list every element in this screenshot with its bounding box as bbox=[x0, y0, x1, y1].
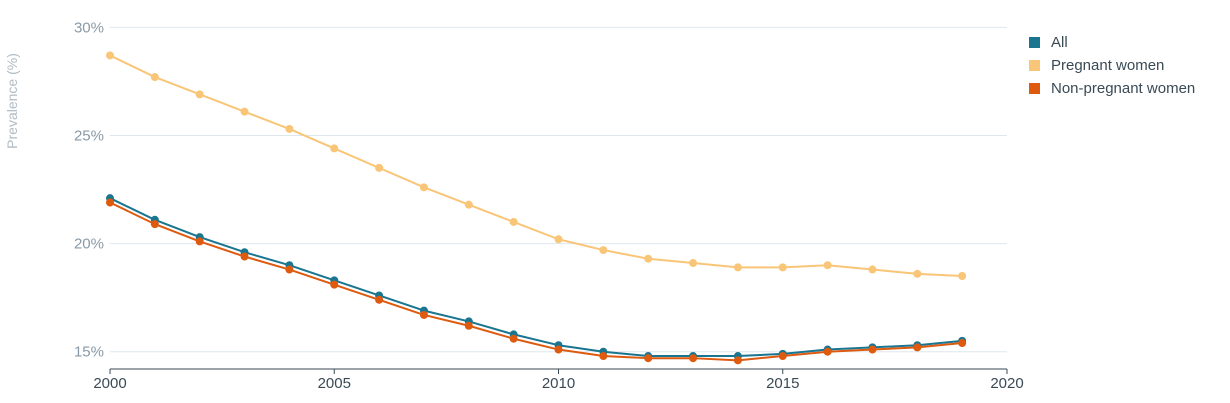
legend-item[interactable]: Non-pregnant women bbox=[1029, 77, 1195, 100]
data-point-non-pregnant-women[interactable] bbox=[195, 237, 204, 246]
series-all bbox=[106, 194, 967, 361]
x-tick-label: 2005 bbox=[318, 375, 351, 392]
data-point-pregnant-women[interactable] bbox=[644, 254, 653, 263]
y-axis-ticks: 15% 20% 25% 30% bbox=[74, 19, 104, 360]
legend-label: Pregnant women bbox=[1051, 57, 1165, 74]
data-point-non-pregnant-women[interactable] bbox=[330, 280, 339, 289]
legend-item[interactable]: All bbox=[1029, 31, 1195, 54]
data-point-non-pregnant-women[interactable] bbox=[150, 220, 159, 229]
data-point-pregnant-women[interactable] bbox=[240, 107, 249, 116]
legend-swatch bbox=[1029, 60, 1040, 71]
data-point-non-pregnant-women[interactable] bbox=[285, 265, 294, 274]
data-point-pregnant-women[interactable] bbox=[464, 200, 473, 209]
legend: All Pregnant women Non-pregnant women bbox=[1029, 31, 1195, 100]
data-point-non-pregnant-women[interactable] bbox=[509, 334, 518, 343]
data-point-non-pregnant-women[interactable] bbox=[958, 339, 967, 348]
legend-item[interactable]: Pregnant women bbox=[1029, 54, 1195, 77]
data-point-pregnant-women[interactable] bbox=[330, 144, 339, 153]
data-point-non-pregnant-women[interactable] bbox=[868, 345, 877, 354]
data-point-non-pregnant-women[interactable] bbox=[419, 310, 428, 319]
data-point-non-pregnant-women[interactable] bbox=[554, 345, 563, 354]
data-point-pregnant-women[interactable] bbox=[868, 265, 877, 274]
legend-swatch bbox=[1029, 37, 1040, 48]
data-point-pregnant-women[interactable] bbox=[106, 51, 114, 60]
data-point-pregnant-women[interactable] bbox=[778, 263, 787, 272]
series-line-non-pregnant-women bbox=[109, 201, 963, 362]
series-non-pregnant-women bbox=[106, 198, 967, 365]
y-axis-title: Prevalence (%) bbox=[4, 53, 20, 149]
y-tick-label: 25% bbox=[74, 127, 104, 144]
legend-label: Non-pregnant women bbox=[1051, 80, 1196, 97]
data-point-pregnant-women[interactable] bbox=[195, 90, 204, 99]
data-point-pregnant-women[interactable] bbox=[509, 217, 518, 226]
data-point-non-pregnant-women[interactable] bbox=[733, 356, 742, 365]
data-point-non-pregnant-women[interactable] bbox=[778, 352, 787, 361]
data-point-pregnant-women[interactable] bbox=[419, 183, 428, 192]
data-point-non-pregnant-women[interactable] bbox=[464, 321, 473, 330]
data-point-pregnant-women[interactable] bbox=[150, 73, 159, 82]
x-tick-label: 2015 bbox=[766, 375, 799, 392]
data-point-pregnant-women[interactable] bbox=[958, 272, 967, 281]
data-point-non-pregnant-women[interactable] bbox=[823, 347, 832, 356]
x-tick-label: 2020 bbox=[990, 375, 1023, 392]
data-point-pregnant-women[interactable] bbox=[689, 259, 698, 268]
data-point-pregnant-women[interactable] bbox=[599, 246, 608, 255]
data-point-pregnant-women[interactable] bbox=[375, 163, 384, 172]
x-tick-label: 2010 bbox=[542, 375, 575, 392]
legend-label: All bbox=[1051, 34, 1068, 51]
legend-swatch bbox=[1029, 83, 1040, 94]
x-axis: 2000 2005 2010 2015 2020 bbox=[93, 368, 1024, 392]
gridlines bbox=[110, 26, 1007, 353]
data-point-non-pregnant-women[interactable] bbox=[913, 343, 922, 352]
data-point-non-pregnant-women[interactable] bbox=[106, 198, 114, 207]
data-point-pregnant-women[interactable] bbox=[733, 263, 742, 272]
y-tick-label: 15% bbox=[74, 344, 104, 361]
y-tick-label: 30% bbox=[74, 19, 104, 36]
data-point-pregnant-women[interactable] bbox=[913, 269, 922, 278]
series-pregnant-women bbox=[106, 51, 967, 281]
x-tick-label: 2000 bbox=[93, 375, 126, 392]
data-point-pregnant-women[interactable] bbox=[285, 124, 294, 133]
data-point-pregnant-women[interactable] bbox=[554, 235, 563, 244]
series-line-all bbox=[109, 197, 963, 358]
data-point-pregnant-women[interactable] bbox=[823, 261, 832, 270]
data-point-non-pregnant-women[interactable] bbox=[599, 352, 608, 361]
data-point-non-pregnant-women[interactable] bbox=[375, 295, 384, 304]
data-point-non-pregnant-women[interactable] bbox=[240, 252, 249, 261]
series-lines bbox=[106, 51, 967, 365]
data-point-non-pregnant-women[interactable] bbox=[644, 354, 653, 363]
y-tick-label: 20% bbox=[74, 236, 104, 253]
series-line-pregnant-women bbox=[109, 54, 963, 278]
data-point-non-pregnant-women[interactable] bbox=[689, 354, 698, 363]
